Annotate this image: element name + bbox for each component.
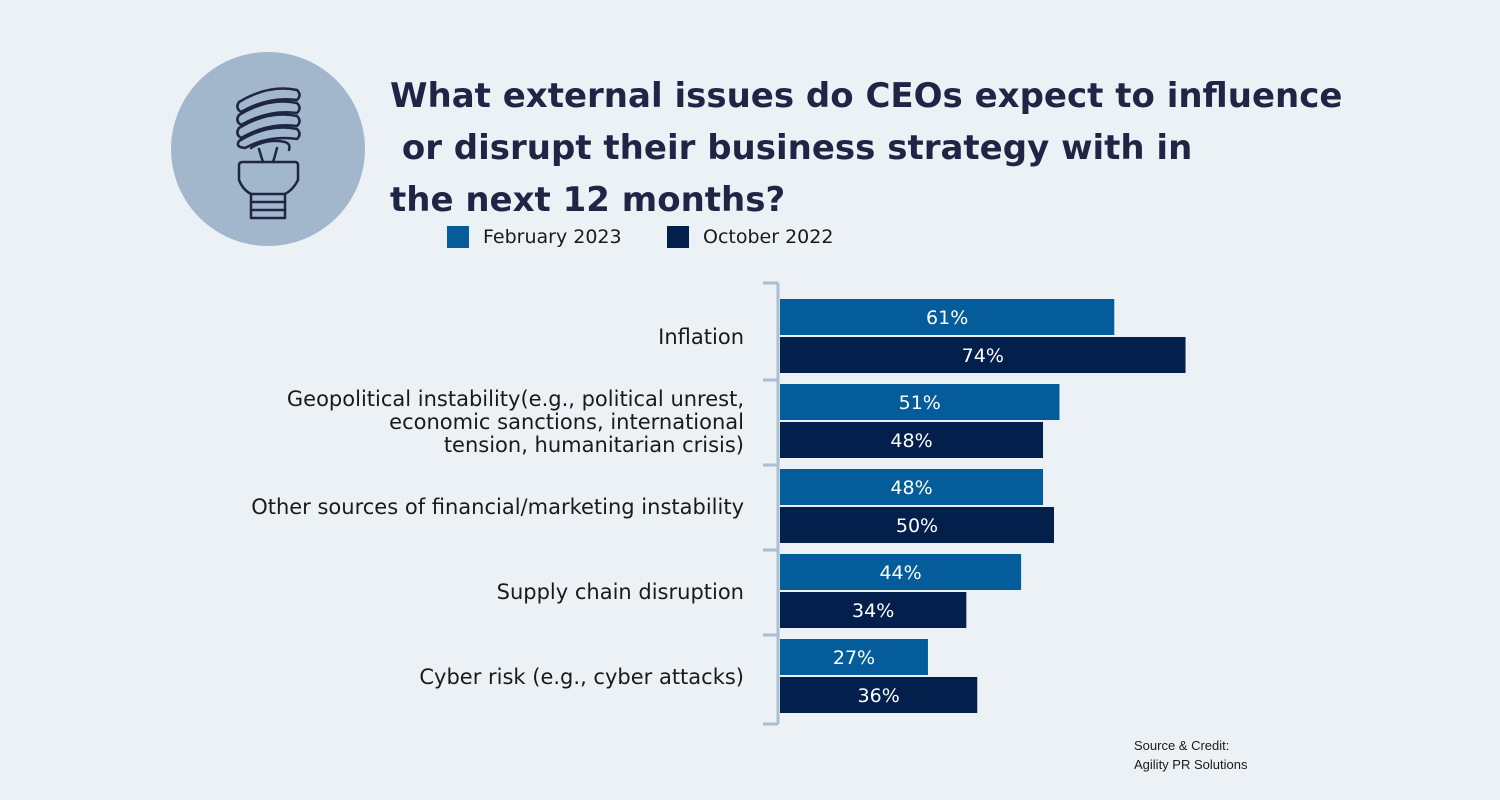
category-label: economic sanctions, international bbox=[389, 410, 744, 434]
title-line-2: or disrupt their business strategy with … bbox=[390, 128, 1193, 168]
bar bbox=[780, 337, 1186, 373]
category-label: Inflation bbox=[658, 325, 744, 349]
icon-circle bbox=[171, 52, 365, 246]
category-label: Cyber risk (e.g., cyber attacks) bbox=[419, 665, 744, 689]
source-line-1: Source & Credit: bbox=[1134, 738, 1230, 753]
data-label: 36% bbox=[858, 685, 900, 707]
category-label: Geopolitical instability(e.g., political… bbox=[287, 387, 744, 411]
data-label: 27% bbox=[833, 647, 875, 669]
legend-label-october-2022: October 2022 bbox=[703, 226, 834, 248]
bar bbox=[780, 592, 967, 628]
category-label: Other sources of financial/marketing ins… bbox=[251, 495, 744, 519]
data-label: 61% bbox=[926, 307, 968, 329]
title-line-3: the next 12 months? bbox=[390, 180, 786, 220]
data-label: 34% bbox=[852, 600, 894, 622]
data-label: 51% bbox=[899, 392, 941, 414]
bar bbox=[780, 554, 1022, 590]
source-line-2: Agility PR Solutions bbox=[1134, 757, 1248, 772]
data-label: 48% bbox=[890, 430, 932, 452]
data-label: 50% bbox=[896, 515, 938, 537]
legend-item-october-2022: October 2022 bbox=[667, 226, 833, 248]
legend-swatch-february-2023 bbox=[447, 226, 469, 248]
legend-label-february-2023: February 2023 bbox=[483, 226, 622, 248]
data-label: 48% bbox=[890, 477, 932, 499]
legend-swatch-october-2022 bbox=[667, 226, 689, 248]
bar bbox=[780, 507, 1054, 543]
bar bbox=[780, 469, 1044, 505]
bar bbox=[780, 422, 1044, 458]
source-credit: Source & Credit: Agility PR Solutions bbox=[1134, 736, 1247, 774]
bar bbox=[780, 299, 1115, 335]
bar bbox=[780, 384, 1060, 420]
data-label: 44% bbox=[879, 562, 921, 584]
lightbulb-icon bbox=[236, 87, 301, 220]
legend-item-february-2023: February 2023 bbox=[447, 226, 622, 248]
category-label: tension, humanitarian crisis) bbox=[444, 433, 744, 457]
bar bbox=[780, 677, 978, 713]
category-label: Supply chain disruption bbox=[497, 580, 744, 604]
data-label: 74% bbox=[962, 345, 1004, 367]
bar bbox=[780, 639, 928, 675]
